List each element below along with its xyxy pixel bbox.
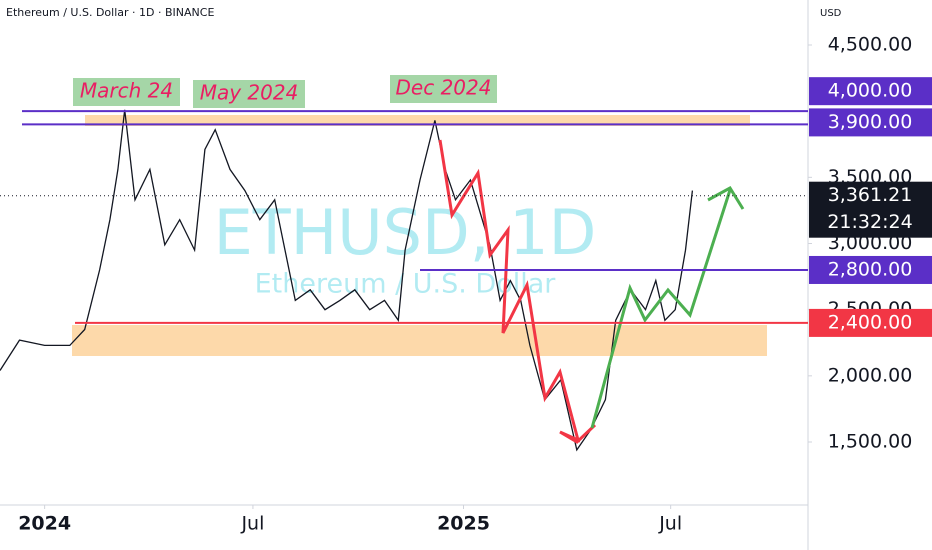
watermark-name: Ethereum / U.S. Dollar: [255, 269, 557, 300]
annotation: March 24: [80, 79, 173, 103]
resistance-zone: [85, 115, 750, 126]
drawn-path-down: [438, 139, 597, 444]
level-label: 2,400.00: [828, 311, 913, 333]
arrow-head: [707, 186, 745, 210]
x-tick-label: 2024: [18, 513, 71, 535]
annotation-box: [73, 78, 180, 106]
level-label-box: [809, 308, 932, 337]
annotation-box: [390, 75, 497, 103]
x-tick-label: Jul: [240, 513, 264, 535]
level-label: 4,000.00: [828, 80, 913, 102]
y-tick-label: 4,500.00: [828, 33, 913, 55]
drawn-path-up: [590, 189, 732, 429]
y-tick-label: 1,500.00: [828, 431, 913, 453]
currency: USD: [820, 8, 842, 19]
countdown: 21:32:24: [827, 211, 912, 233]
annotation: May 2024: [200, 81, 299, 105]
header: Ethereum / U.S. Dollar · 1D · BINANCE: [6, 6, 214, 19]
level-label-box: [809, 255, 932, 284]
last-price-label: 3,361.21: [828, 184, 913, 206]
annotation: Dec 2024: [396, 76, 492, 100]
level-label-box: [809, 77, 932, 106]
y-tick-label: 2,000.00: [828, 364, 913, 386]
level-label-box: [809, 108, 932, 137]
annotation-box: [193, 80, 305, 108]
level-label: 3,900.00: [828, 111, 913, 133]
last-price-box: [809, 181, 932, 238]
x-tick-label: Jul: [658, 513, 682, 535]
support-zone: [72, 325, 767, 356]
level-label: 2,800.00: [828, 258, 913, 280]
watermark-symbol: ETHUSD, 1D: [214, 196, 597, 269]
x-tick-label: 2025: [437, 513, 490, 535]
